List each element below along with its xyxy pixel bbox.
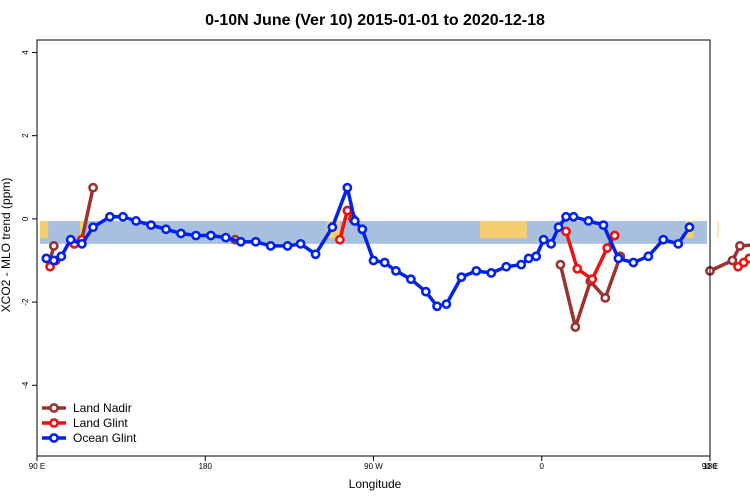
ocean-glint-point xyxy=(118,211,128,222)
land-glint-point xyxy=(587,274,598,285)
ocean-glint-point xyxy=(349,216,360,226)
land-glint-point xyxy=(572,263,583,274)
ocean-glint-point xyxy=(441,299,452,310)
land-nadir-point xyxy=(555,259,566,270)
x-tick-label: 90 E xyxy=(702,462,718,471)
y-tick-label: -4 xyxy=(21,381,30,389)
ocean-glint-point xyxy=(523,253,534,264)
ocean-glint-point xyxy=(265,241,276,251)
land-glint-point xyxy=(342,205,353,216)
ocean-glint-point xyxy=(295,238,306,249)
ocean-glint-point xyxy=(538,234,549,245)
ocean-glint-point xyxy=(684,222,695,233)
ocean-glint-point xyxy=(673,238,684,249)
x-tick-label: 90 E xyxy=(29,462,45,471)
ocean-glint-point xyxy=(553,222,564,233)
ocean-glint-point xyxy=(41,253,52,264)
land-nadir-point xyxy=(600,293,611,303)
ocean-glint-point xyxy=(76,238,87,249)
ocean-glint-point xyxy=(628,257,639,268)
land-nadir-point xyxy=(48,241,59,251)
land-nadir-point xyxy=(735,241,745,251)
ocean-glint-point xyxy=(161,224,171,235)
y-tick-label: 2 xyxy=(21,133,30,138)
ocean-glint-point xyxy=(220,232,231,243)
x-tick-label: 0 xyxy=(540,462,545,471)
ocean-glint-point xyxy=(643,251,654,262)
land-glint-point xyxy=(609,230,620,241)
ocean-glint-point xyxy=(205,230,216,241)
series-ocean-glint xyxy=(41,182,695,312)
ocean-glint-point xyxy=(342,182,353,193)
ocean-glint-point xyxy=(368,255,379,266)
land-glint-point xyxy=(561,226,571,237)
land-nadir-line xyxy=(558,255,622,329)
legend-label-land-nadir: Land Nadir xyxy=(73,401,132,415)
ocean-glint-point xyxy=(191,230,201,241)
ocean-glint-point xyxy=(235,236,246,247)
ocean-glint-point xyxy=(598,220,609,231)
ocean-glint-point xyxy=(176,228,186,239)
x-tick-label: 180 xyxy=(703,462,717,471)
land-glint-point xyxy=(334,234,345,245)
y-axis-label: XCO2 - MLO trend (ppm) xyxy=(0,178,13,313)
ocean-glint-point xyxy=(568,211,579,222)
ocean-glint-point xyxy=(486,268,497,278)
ocean-glint-point xyxy=(583,216,594,226)
y-tick-label: 4 xyxy=(21,50,30,55)
ocean-glint-point xyxy=(420,286,431,297)
land-nadir-point xyxy=(727,255,738,266)
ocean-glint-point xyxy=(531,251,542,262)
land-nadir-point xyxy=(88,182,98,193)
y-tick-label: 0 xyxy=(21,216,30,221)
land-patch xyxy=(480,220,527,239)
legend-marker-land-glint xyxy=(49,418,59,428)
y-tick-label: -2 xyxy=(21,298,30,306)
ocean-glint-point xyxy=(56,251,67,262)
chart-title: 0-10N June (Ver 10) 2015-01-01 to 2020-1… xyxy=(205,12,545,29)
land-patch xyxy=(717,220,719,239)
ocean-glint-point xyxy=(379,257,390,268)
legend-label-land-glint: Land Glint xyxy=(73,416,128,430)
ocean-glint-point xyxy=(146,220,156,231)
land-patch xyxy=(40,220,49,239)
ocean-glint-point xyxy=(561,211,571,222)
ocean-glint-point xyxy=(516,259,527,270)
ocean-glint-point xyxy=(432,301,442,312)
y-axis: -4 -2 0 2 4 xyxy=(21,50,37,389)
land-glint-point xyxy=(744,253,750,264)
ocean-glint-point xyxy=(658,234,669,245)
ocean-glint-point xyxy=(327,222,338,233)
x-tick-label: 90 W xyxy=(364,462,383,471)
legend-label-ocean-glint: Ocean Glint xyxy=(73,431,137,445)
land-glint-point xyxy=(602,243,613,253)
series-layer xyxy=(41,182,750,332)
ocean-glint-point xyxy=(310,249,321,260)
ocean-glint-point xyxy=(48,255,59,266)
x-tick-label: 180 xyxy=(199,462,213,471)
ocean-glint-point xyxy=(282,241,293,251)
ocean-glint-point xyxy=(471,265,482,276)
ocean-glint-point xyxy=(250,236,261,247)
ocean-glint-point xyxy=(501,261,512,272)
ocean-glint-point xyxy=(613,253,624,264)
ocean-glint-point xyxy=(88,222,98,233)
ocean-glint-point xyxy=(105,211,115,222)
legend-marker-ocean-glint xyxy=(49,433,59,443)
ocean-glint-point xyxy=(357,224,368,235)
ocean-glint-point xyxy=(65,234,76,245)
land-nadir-point xyxy=(570,322,581,332)
ocean-glint-point xyxy=(546,238,556,249)
ocean-glint-point xyxy=(131,216,141,226)
ocean-glint-point xyxy=(405,274,416,285)
x-axis-label: Longitude xyxy=(349,477,402,491)
ocean-glint-point xyxy=(456,272,467,283)
ocean-glint-line xyxy=(45,185,439,308)
legend-marker-land-nadir xyxy=(49,403,59,413)
ocean-glint-point xyxy=(391,265,401,276)
